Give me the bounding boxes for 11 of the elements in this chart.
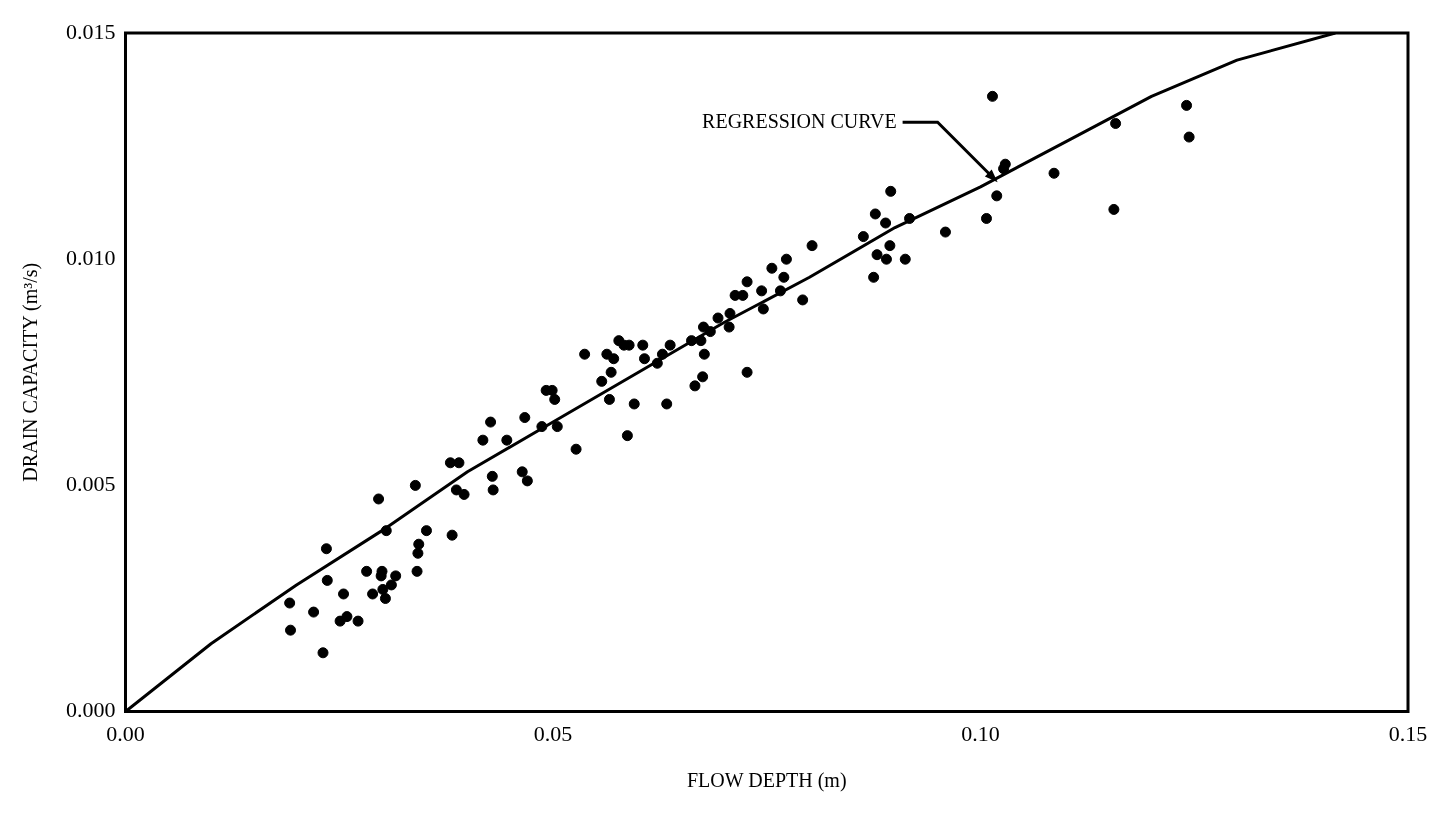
- annotation: REGRESSION CURVE: [702, 109, 897, 132]
- x-tick-label: 0.10: [961, 720, 1000, 746]
- x-tick-label: 0.00: [106, 720, 145, 746]
- x-tick-label: 0.05: [533, 720, 573, 746]
- y-tick-label: 0.000: [66, 697, 116, 723]
- y-tick-label: 0.010: [66, 244, 116, 270]
- x-axis-title: FLOW DEPTH (m): [686, 769, 847, 793]
- y-axis-title: DRAIN CAPACITY (m³/s): [19, 262, 43, 482]
- y-tick-label: 0.005: [66, 471, 116, 497]
- x-tick-label: 0.15: [1388, 720, 1428, 746]
- y-tick-label: 0.015: [66, 18, 116, 44]
